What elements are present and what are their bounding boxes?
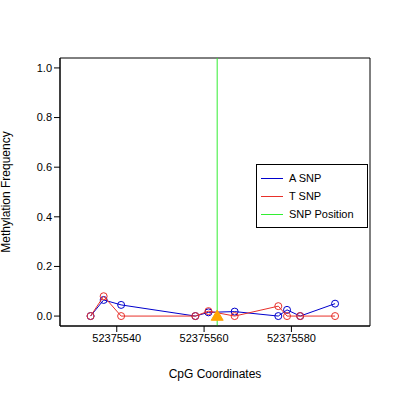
svg-text:52375560: 52375560	[180, 332, 229, 344]
svg-text:52375580: 52375580	[267, 332, 316, 344]
svg-text:52375540: 52375540	[92, 332, 141, 344]
svg-text:0.0: 0.0	[37, 310, 52, 322]
html-text:T SNP: T SNP	[289, 190, 322, 202]
html-text:A SNP: A SNP	[289, 172, 322, 184]
svg-text:CpG Coordinates: CpG Coordinates	[169, 367, 262, 381]
svg-text:0.2: 0.2	[37, 260, 52, 272]
html-text:SNP Position: SNP Position	[289, 208, 354, 220]
svg-text:Methylation Frequency: Methylation Frequency	[8, 131, 13, 252]
svg-text:0.4: 0.4	[37, 211, 52, 223]
svg-text:0.6: 0.6	[37, 161, 52, 173]
svg-text:1.0: 1.0	[37, 62, 52, 74]
svg-text:0.8: 0.8	[37, 111, 52, 123]
